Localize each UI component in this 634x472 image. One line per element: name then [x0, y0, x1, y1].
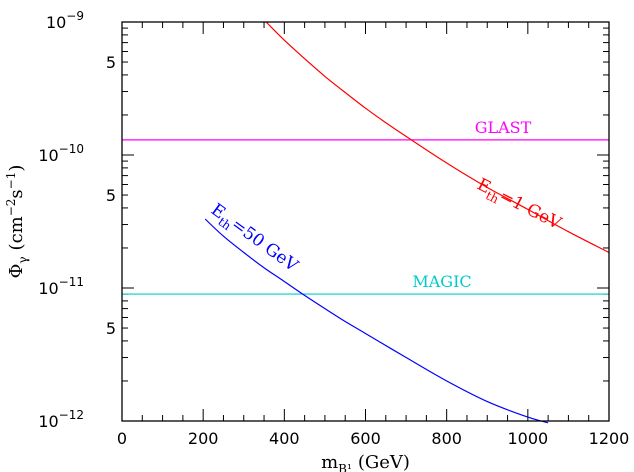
reference-line-label: MAGIC [412, 272, 471, 291]
y-axis-title: Φγ (cm−2s−1) [4, 165, 30, 279]
x-tick-label: 1000 [507, 429, 548, 448]
x-tick-label: 600 [350, 429, 381, 448]
plot-frame [121, 21, 610, 422]
y-tick-labels: 10−12 10−11 10−10 10−9 5 5 5 [38, 9, 116, 431]
series-label: Eth=1 GeV [472, 175, 564, 237]
y-axis-title-exp1: −2 [4, 199, 18, 217]
y-axis-title-unit-post: ) [6, 165, 27, 172]
reference-lines [122, 139, 609, 295]
y-tick-label: 5 [106, 319, 116, 338]
x-axis-title: mB¹ (GeV) [321, 452, 410, 472]
reference-line-label: GLAST [475, 118, 532, 137]
x-tick-label: 0 [117, 429, 127, 448]
x-tick-label: 800 [431, 429, 462, 448]
y-tick-label: 10−11 [38, 275, 84, 298]
x-axis-title-main: m [321, 452, 338, 472]
y-tick-label: 5 [106, 186, 116, 205]
y-axis-title-exp2: −1 [4, 172, 18, 190]
y-axis-title-mid: s [6, 189, 27, 198]
series-lines [204, 21, 610, 424]
series-labels: Eth=1 GeV Eth=50 GeV [205, 175, 565, 279]
y-axis-title-sub: γ [16, 256, 30, 263]
x-tick-label: 200 [188, 429, 219, 448]
series-line [265, 21, 610, 254]
x-tick-label: 1200 [589, 429, 630, 448]
series-line [204, 218, 549, 424]
x-tick-labels: 0 200 400 600 800 1000 1200 [117, 429, 629, 448]
y-axis-title-unit-pre: (cm [6, 216, 27, 250]
y-tick-label: 10−12 [38, 408, 84, 431]
y-tick-label: 10−9 [46, 9, 84, 32]
x-axis-title-unit: (GeV) [358, 452, 410, 472]
y-tick-label: 10−10 [38, 142, 84, 165]
y-tick-label: 5 [106, 53, 116, 72]
x-tick-label: 400 [269, 429, 300, 448]
series-label: Eth=50 GeV [205, 200, 302, 279]
axis-ticks [121, 21, 610, 422]
reference-labels: GLAST MAGIC [412, 118, 531, 291]
y-axis-title-main: Φ [6, 264, 27, 279]
x-axis-title-sub: B¹ [338, 462, 352, 472]
